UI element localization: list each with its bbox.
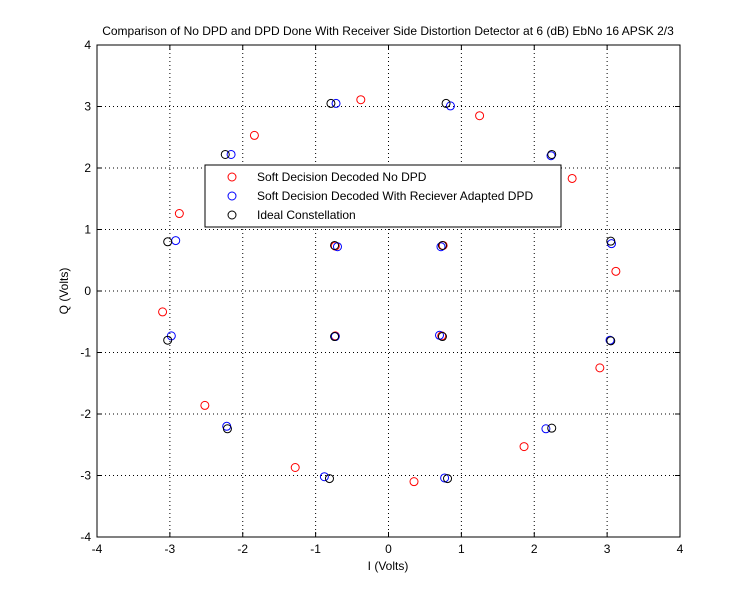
x-tick-label: 3	[604, 542, 611, 556]
point-adapted-dpd	[605, 335, 615, 345]
legend-label-adapted-dpd: Soft Decision Decoded With Reciever Adap…	[257, 189, 533, 203]
point-no-dpd	[595, 363, 605, 373]
point-ideal	[330, 332, 340, 342]
ticks: -4 -3 -2 -1 0 1 2 3 4 -4 -3 -2 -1 0 1 2 3 4	[80, 38, 683, 556]
x-tick-label: 4	[677, 542, 684, 556]
point-ideal	[437, 332, 447, 342]
x-tick-label: -2	[237, 542, 248, 556]
x-tick-label: 1	[458, 542, 465, 556]
point-ideal	[443, 474, 453, 484]
point-no-dpd	[290, 463, 300, 473]
x-tick-label: 2	[531, 542, 538, 556]
point-no-dpd	[174, 209, 184, 219]
point-ideal	[441, 98, 451, 108]
legend-label-ideal: Ideal Constellation	[257, 208, 356, 222]
plot-area	[97, 45, 680, 537]
point-no-dpd	[158, 307, 168, 317]
point-ideal	[547, 423, 557, 433]
point-adapted-dpd	[541, 424, 551, 434]
x-tick-label: -1	[310, 542, 321, 556]
point-adapted-dpd	[226, 149, 236, 159]
y-tick-label: 4	[84, 38, 91, 52]
y-tick-label: 1	[84, 223, 91, 237]
y-tick-label: 0	[84, 284, 91, 298]
y-axis-label: Q (Volts)	[57, 268, 71, 315]
point-ideal	[606, 336, 616, 346]
point-adapted-dpd	[546, 151, 556, 161]
x-tick-label: -4	[92, 542, 103, 556]
point-no-dpd	[611, 266, 621, 276]
x-axis-label: I (Volts)	[368, 559, 409, 573]
legend-box	[204, 164, 562, 228]
data-points	[158, 95, 621, 487]
point-ideal	[324, 474, 334, 484]
legend: Soft Decision Decoded No DPD Soft Decisi…	[204, 164, 562, 228]
point-no-dpd	[567, 173, 577, 183]
legend-marker-ideal	[227, 210, 237, 220]
point-ideal	[163, 237, 173, 247]
point-no-dpd	[249, 130, 259, 140]
point-no-dpd	[409, 477, 419, 487]
point-ideal	[437, 240, 447, 250]
point-no-dpd	[519, 442, 529, 452]
legend-marker-adapted-dpd	[227, 191, 237, 201]
y-tick-label: 3	[84, 100, 91, 114]
y-tick-label: -1	[80, 346, 91, 360]
point-adapted-dpd	[436, 242, 446, 252]
point-no-dpd	[200, 400, 210, 410]
x-tick-label: 0	[385, 542, 392, 556]
point-no-dpd	[475, 111, 485, 121]
point-adapted-dpd	[445, 101, 455, 111]
legend-label-no-dpd: Soft Decision Decoded No DPD	[257, 170, 427, 184]
point-ideal	[163, 335, 173, 345]
point-adapted-dpd	[331, 98, 341, 108]
point-ideal	[547, 149, 557, 159]
point-ideal	[326, 98, 336, 108]
x-tick-label: -3	[165, 542, 176, 556]
y-tick-label: -2	[80, 407, 91, 421]
point-adapted-dpd	[319, 472, 329, 482]
point-ideal	[222, 424, 232, 434]
point-ideal	[606, 236, 616, 246]
y-tick-label: 2	[84, 161, 91, 175]
y-tick-label: -4	[80, 530, 91, 544]
point-ideal	[220, 149, 230, 159]
point-ideal	[330, 240, 340, 250]
y-tick-label: -3	[80, 469, 91, 483]
chart-title: Comparison of No DPD and DPD Done With R…	[102, 24, 674, 38]
point-no-dpd	[356, 95, 366, 105]
legend-marker-no-dpd	[227, 172, 237, 182]
